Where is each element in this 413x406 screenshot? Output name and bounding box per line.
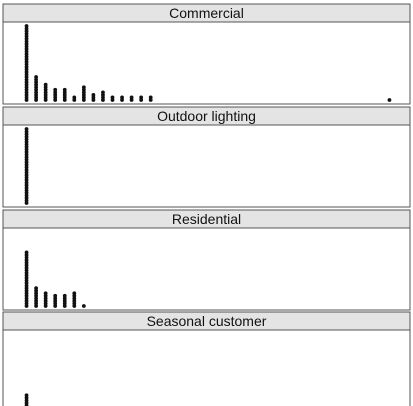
dot-commercial bbox=[34, 75, 38, 79]
dot-residential bbox=[53, 293, 58, 298]
dot-residential bbox=[81, 304, 86, 308]
dot-commercial bbox=[110, 95, 115, 100]
panel-title-outdoor-lighting: Outdoor lighting bbox=[157, 108, 256, 124]
panel-frame-outdoor-lighting bbox=[2, 124, 411, 208]
dot-commercial bbox=[129, 95, 134, 100]
dot-commercial bbox=[120, 95, 124, 100]
dot-commercial bbox=[101, 90, 105, 95]
panel-frame-seasonal-customer bbox=[2, 329, 411, 406]
dot-commercial bbox=[139, 95, 144, 100]
dot-commercial bbox=[148, 95, 153, 100]
dot-residential bbox=[34, 286, 38, 291]
dot-outdoor-lighting bbox=[24, 127, 29, 131]
dot-commercial bbox=[387, 98, 392, 102]
dot-commercial bbox=[91, 93, 96, 97]
dot-commercial bbox=[72, 95, 77, 100]
dot-commercial bbox=[53, 87, 58, 92]
panel-title-commercial: Commercial bbox=[169, 5, 244, 21]
panel-frame-residential bbox=[2, 227, 411, 311]
dot-seasonal-customer bbox=[24, 393, 29, 398]
dot-commercial bbox=[62, 87, 67, 92]
dot-residential bbox=[24, 250, 29, 255]
panel-title-residential: Residential bbox=[172, 211, 241, 227]
panel-title-seasonal-customer: Seasonal customer bbox=[147, 313, 267, 329]
dot-residential bbox=[62, 293, 67, 298]
dot-commercial bbox=[43, 82, 48, 87]
dot-commercial bbox=[81, 85, 86, 90]
dot-residential bbox=[72, 291, 77, 296]
dot-residential bbox=[43, 291, 48, 296]
panel-frame-commercial bbox=[2, 21, 411, 105]
dot-commercial bbox=[24, 24, 29, 28]
